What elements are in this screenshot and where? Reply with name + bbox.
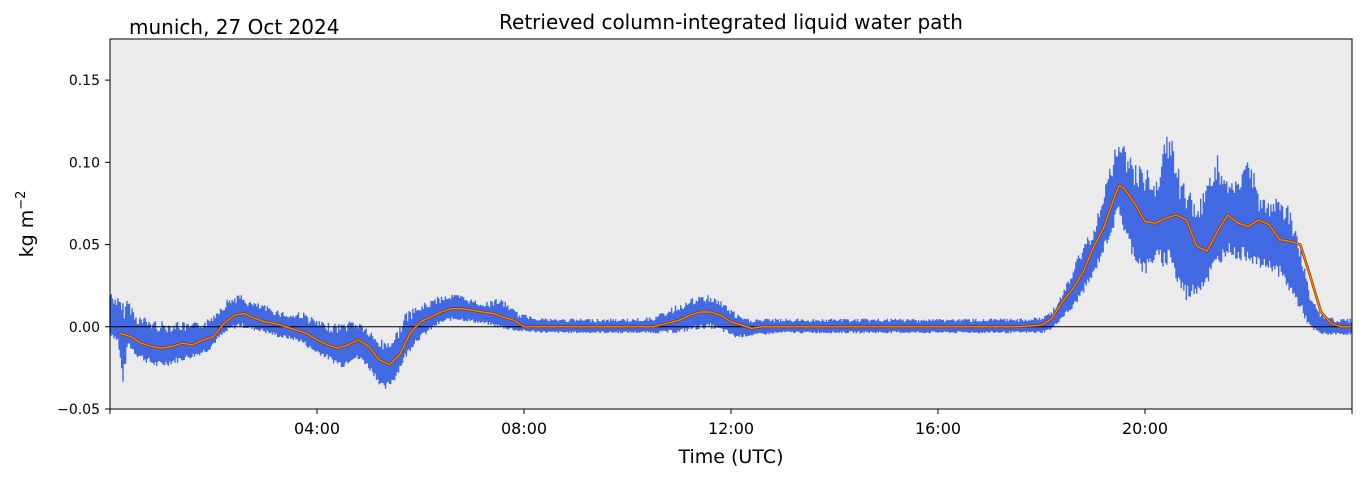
x-tick-label: 12:00 bbox=[708, 419, 754, 438]
x-axis-label: Time (UTC) bbox=[677, 446, 783, 468]
y-axis-label: kg m−2 bbox=[14, 191, 38, 258]
x-tick-label: 16:00 bbox=[915, 419, 961, 438]
y-axis-label-exponent: −2 bbox=[14, 191, 29, 210]
chart-title: Retrieved column-integrated liquid water… bbox=[499, 10, 963, 34]
y-tick-label: 0.10 bbox=[69, 155, 100, 171]
y-axis-ticks: −0.05 0.00 0.05 0.10 0.15 bbox=[57, 73, 110, 418]
y-tick-label: 0.15 bbox=[69, 73, 100, 89]
chart-subtitle: munich, 27 Oct 2024 bbox=[129, 15, 339, 39]
x-tick-label: 20:00 bbox=[1122, 419, 1168, 438]
y-tick-label: −0.05 bbox=[57, 402, 100, 418]
x-axis-ticks: 04:00 08:00 12:00 16:00 20:00 bbox=[109, 409, 1353, 438]
y-axis-label-unit: kg m bbox=[16, 210, 38, 258]
smoothed-series-line bbox=[120, 184, 1352, 366]
x-tick-label: 04:00 bbox=[294, 419, 340, 438]
y-tick-label: 0.00 bbox=[69, 320, 100, 336]
smoothed-series-layer bbox=[119, 184, 1352, 366]
x-tick-label: 08:00 bbox=[501, 419, 547, 438]
y-tick-label: 0.05 bbox=[69, 238, 100, 254]
